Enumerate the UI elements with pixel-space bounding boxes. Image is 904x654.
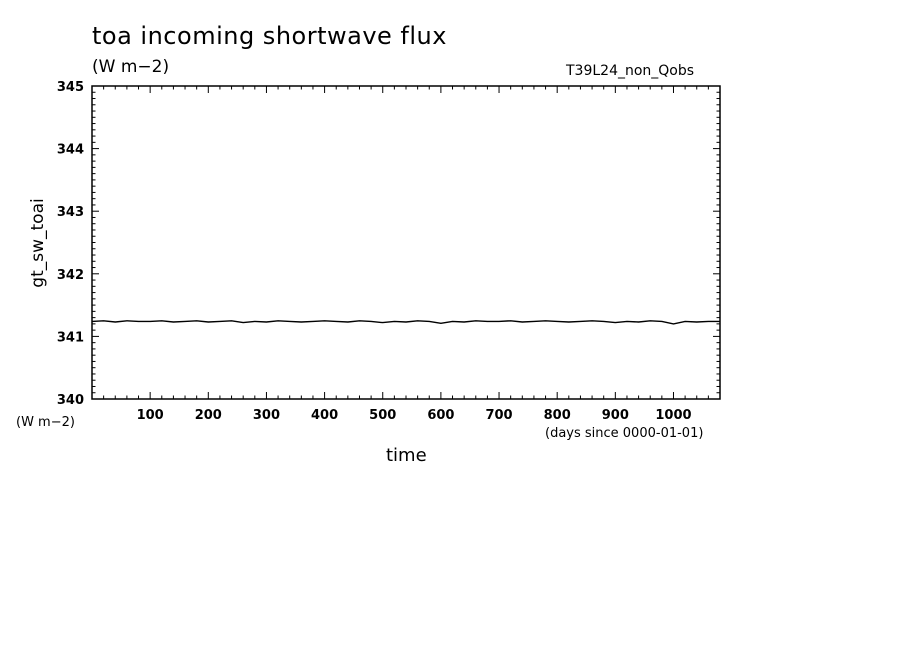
series-line [91,320,720,325]
y-tick-label: 344 [57,143,84,158]
y-tick-label: 345 [57,80,84,95]
x-tick-label: 200 [195,408,222,423]
y-tick-label: 342 [57,268,84,283]
y-axis-units: (W m−2) [16,415,75,430]
x-tick-label: 300 [253,408,280,423]
chart-title: toa incoming shortwave flux [92,22,447,50]
plot-frame [91,85,721,400]
x-axis-units: (days since 0000-01-01) [545,426,704,441]
x-tick-label: 100 [137,408,164,423]
x-axis-label: time [386,445,427,466]
x-tick-label: 700 [485,408,512,423]
x-tick-label: 800 [544,408,571,423]
x-tick-label: 1000 [655,408,691,423]
y-tick-label: 340 [57,393,84,408]
x-tick-label: 400 [311,408,338,423]
x-tick-label: 900 [602,408,629,423]
y-tick-label: 343 [57,205,84,220]
title-units: (W m−2) [92,57,170,77]
y-tick-label: 341 [57,330,84,345]
run-label: T39L24_non_Qobs [566,63,695,79]
x-tick-label: 600 [427,408,454,423]
x-tick-label: 500 [369,408,396,423]
